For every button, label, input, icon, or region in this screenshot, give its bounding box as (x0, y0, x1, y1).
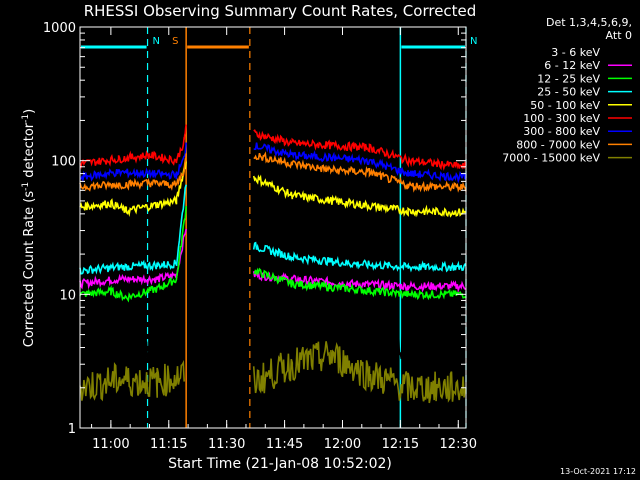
series-line-4-seg-0 (79, 160, 187, 218)
plot-frame (79, 26, 467, 429)
y-tick-label-1: 10 (59, 288, 76, 303)
legend-header-line-1: Det 1,3,4,5,6,9, (546, 16, 632, 29)
legend-label-5: 100 - 300 keV (523, 112, 600, 125)
footer-date: 13-Oct-2021 17:12 (560, 467, 636, 476)
chart-title: RHESSI Observing Summary Count Rates, Co… (84, 2, 477, 20)
x-tick-label-1: 11:15 (150, 437, 187, 452)
x-tick-label-5: 12:15 (382, 437, 419, 452)
series-line-2-seg-0 (79, 206, 187, 303)
legend-label-7: 800 - 7000 keV (516, 138, 600, 151)
x-axis-label: Start Time (21-Jan-08 10:52:02) (168, 456, 392, 472)
series-line-3-seg-1 (252, 241, 467, 273)
x-tick-label-2: 11:30 (208, 437, 245, 452)
legend-header-line-2: Att 0 (606, 29, 632, 42)
marker-label-1: N (470, 36, 477, 47)
series-line-4-seg-1 (252, 174, 467, 218)
series-line-2-seg-1 (253, 267, 467, 301)
series-line-1-seg-0 (79, 228, 187, 290)
marker-label-2: S (172, 36, 178, 47)
marker-label-0: N (153, 36, 160, 47)
x-tick-label-4: 12:00 (324, 437, 361, 452)
y-axis-label: Corrected Count Rate (s-1 detector-1) (21, 109, 37, 347)
axes: 11:00 11:15 11:30 11:45 12:00 12:15 12:30 1 10 10… (43, 21, 477, 452)
legend-label-8: 7000 - 15000 keV (502, 152, 600, 165)
series-line-0-seg-0 (79, 329, 185, 367)
observing-markers: N NS (81, 27, 477, 428)
x-tick-label-3: 11:45 (266, 437, 303, 452)
series-line-5-seg-0 (79, 124, 187, 170)
legend-label-0: 3 - 6 keV (551, 46, 600, 59)
series-line-8-seg-1 (252, 341, 467, 404)
legend-label-1: 6 - 12 keV (544, 59, 600, 72)
legend-label-4: 50 - 100 keV (530, 99, 600, 112)
series-line-6-seg-0 (79, 142, 187, 182)
y-tick-label-2: 100 (51, 155, 76, 170)
series-line-3-seg-0 (79, 184, 187, 275)
legend-label-2: 12 - 25 keV (537, 72, 600, 85)
series-lines (79, 124, 467, 404)
series-line-6-seg-1 (253, 142, 467, 184)
series-line-8-seg-0 (79, 359, 185, 402)
legend-label-3: 25 - 50 keV (537, 86, 600, 99)
y-tick-label-3: 1000 (43, 21, 76, 36)
y-tick-label-0: 1 (68, 422, 76, 437)
legend-label-6: 300 - 800 keV (523, 125, 600, 138)
series-line-0-seg-1 (252, 312, 467, 368)
series-line-7-seg-1 (253, 151, 467, 193)
series-line-5-seg-1 (253, 129, 467, 171)
series-line-7-seg-0 (79, 153, 187, 192)
x-tick-label-6: 12:30 (440, 437, 477, 452)
x-tick-label-0: 11:00 (92, 437, 129, 452)
